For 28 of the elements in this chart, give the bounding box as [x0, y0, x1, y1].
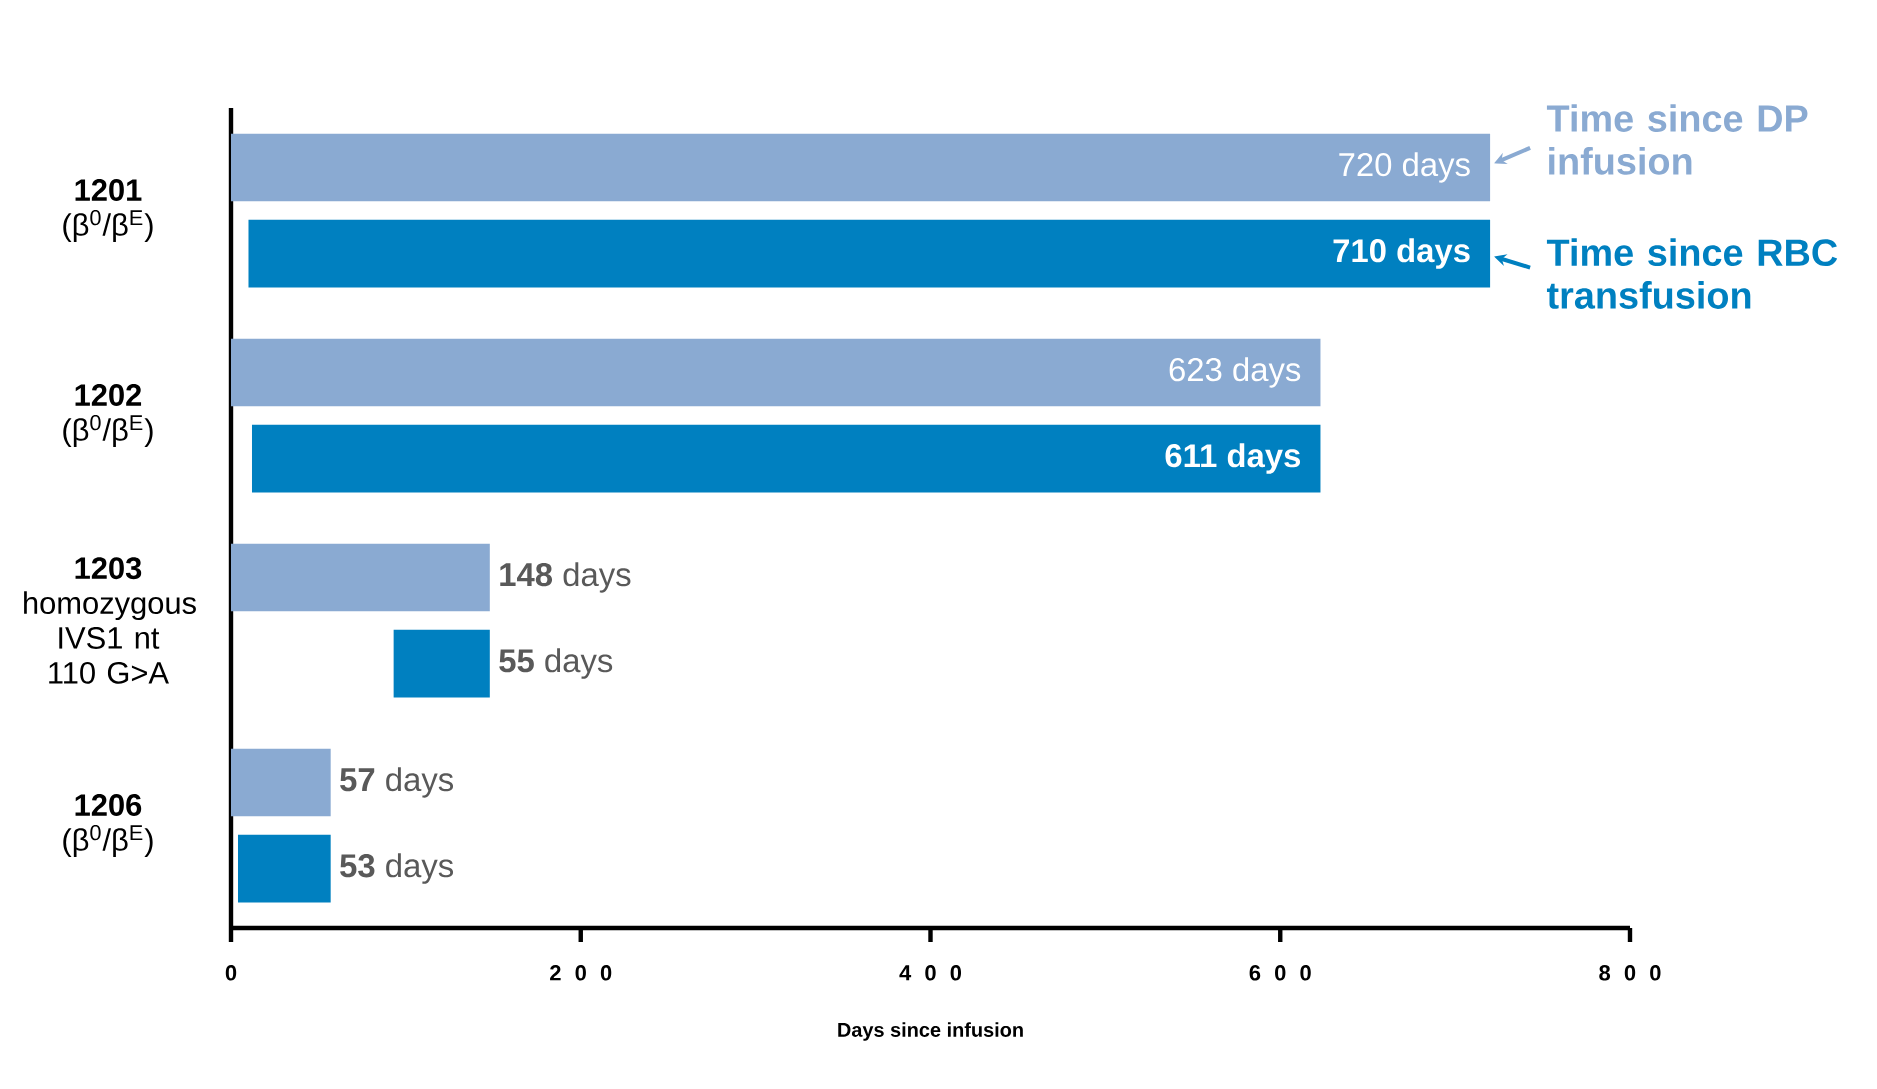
bar [248, 219, 1491, 288]
data-label: 53 days [340, 853, 454, 884]
bar [231, 543, 490, 612]
x-tick-label: 8 0 0 [1599, 965, 1661, 981]
bar [231, 748, 331, 817]
x-tick-label: 2 0 0 [550, 965, 612, 981]
data-label: 710 days [1333, 238, 1470, 269]
data-label: 57 days [340, 767, 454, 798]
legend-label: Time since DP infusion [1546, 104, 1808, 175]
y-tick-label: 1202 (β$^{0}$/β$^{E}$) [63, 384, 153, 447]
bar [231, 338, 1321, 407]
bar [393, 629, 490, 698]
data-label: 720 days [1339, 152, 1470, 183]
data-label: 611 days [1165, 443, 1301, 474]
legend-label: Time since RBC transfusion [1546, 238, 1838, 309]
x-tick-label: 4 0 0 [899, 965, 962, 981]
y-tick-label: 1206 (β$^{0}$/β$^{E}$) [63, 794, 153, 857]
x-tick-label: 0 [225, 965, 237, 981]
x-axis-title: Days since infusion [838, 1022, 1023, 1041]
y-tick-label: 1203 homozygous IVS1 nt 110 G>A [24, 557, 196, 684]
x-tick-label: 6 0 0 [1249, 965, 1311, 981]
bar [231, 133, 1491, 202]
y-tick-label: 1201 (β$^{0}$/β$^{E}$) [63, 179, 153, 242]
data-label: 55 days [499, 648, 613, 679]
bar [237, 834, 331, 903]
data-label: 623 days [1169, 357, 1301, 388]
bar [251, 424, 1321, 493]
data-label: 148 days [500, 562, 631, 593]
